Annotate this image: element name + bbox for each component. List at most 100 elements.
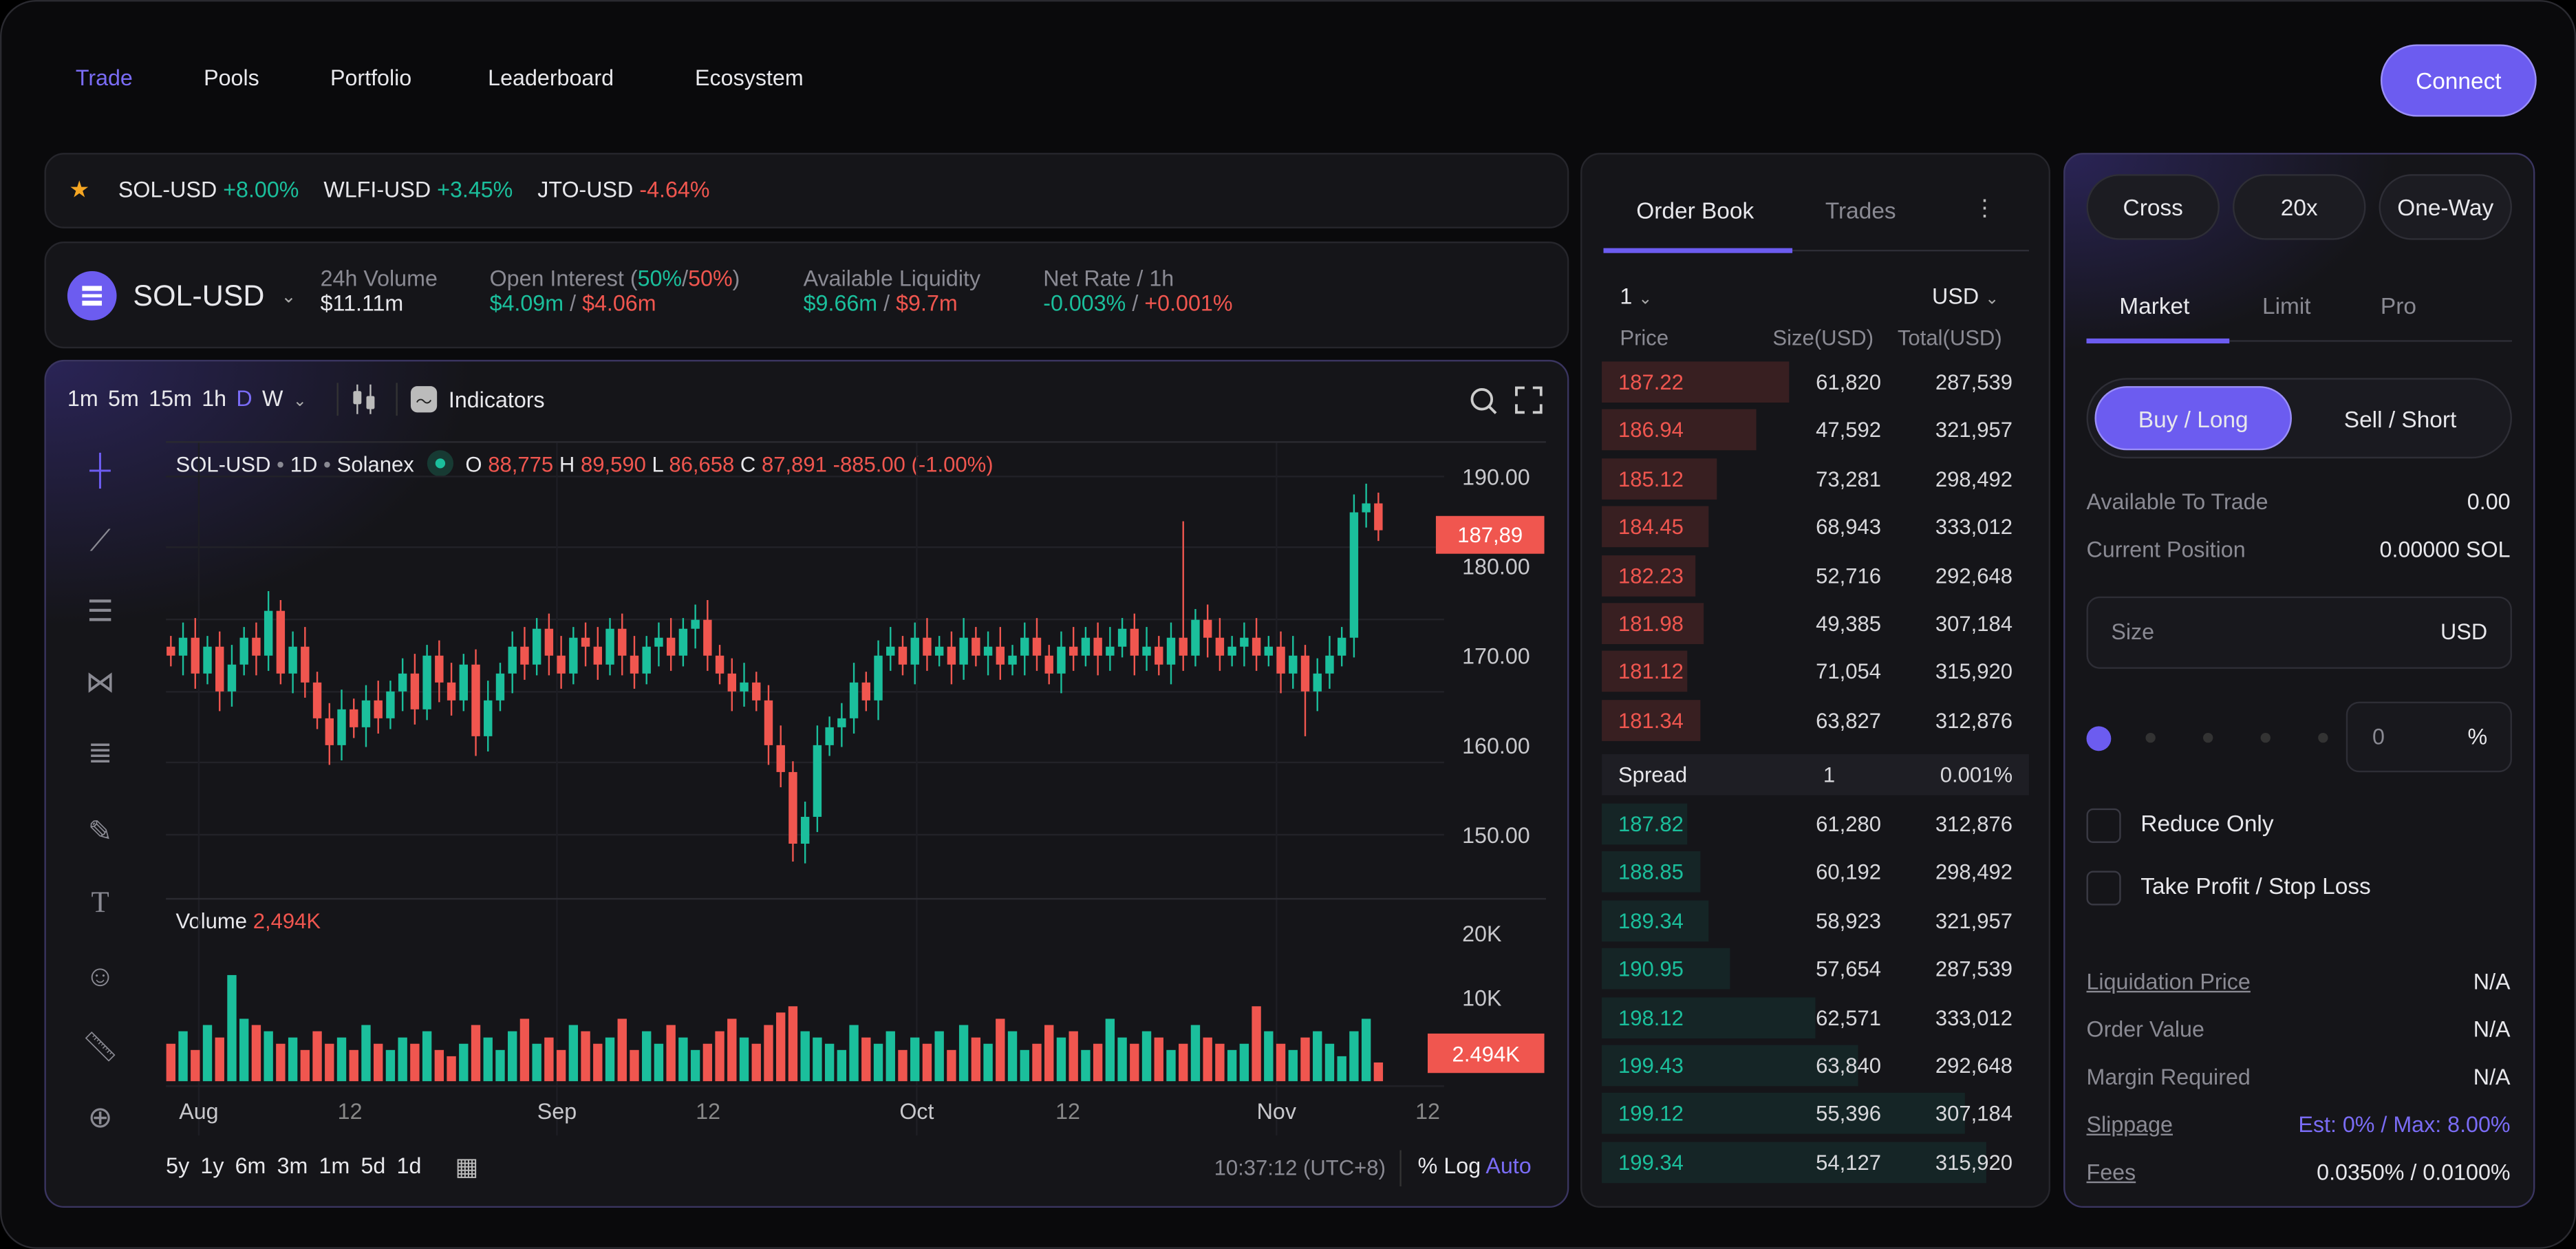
ask-row[interactable]: 181.34 63,827 312,876 xyxy=(1602,699,2029,741)
market-selector[interactable]: SOL-USD ⌄ xyxy=(67,270,296,321)
more-icon[interactable]: ⋮ xyxy=(1973,193,1997,220)
size-input[interactable]: Size USD xyxy=(2086,596,2512,669)
order-price: 181.34 xyxy=(1618,707,1684,733)
bid-row[interactable]: 198.12 62,571 333,012 xyxy=(1602,996,2029,1038)
ask-row[interactable]: 181.98 49,385 307,184 xyxy=(1602,603,2029,645)
ask-row[interactable]: 187.22 61,820 287,539 xyxy=(1602,361,2029,403)
tab-limit[interactable]: Limit xyxy=(2262,292,2311,319)
connect-button[interactable]: Connect xyxy=(2380,44,2537,117)
tf-5m[interactable]: 5m xyxy=(108,386,139,411)
bid-row[interactable]: 189.34 58,923 321,957 xyxy=(1602,900,2029,941)
nav-trade[interactable]: Trade xyxy=(75,65,133,91)
nav-pools[interactable]: Pools xyxy=(204,65,259,91)
leverage-slider[interactable] xyxy=(2086,726,2328,751)
search-icon[interactable] xyxy=(1469,386,1499,416)
range-1y[interactable]: 1y xyxy=(200,1153,224,1179)
order-total: 287,539 xyxy=(1935,957,2013,981)
sell-short-button[interactable]: Sell / Short xyxy=(2343,405,2457,431)
ask-row[interactable]: 181.12 71,054 315,920 xyxy=(1602,651,2029,693)
tf-d[interactable]: D xyxy=(236,386,253,411)
calendar-icon[interactable]: ▦ xyxy=(455,1153,479,1182)
depth-bar xyxy=(1602,699,1700,741)
range-5d[interactable]: 5d xyxy=(361,1153,386,1179)
size-unit[interactable]: USD xyxy=(2440,619,2488,645)
ticker-change: +3.45% xyxy=(437,177,513,202)
pattern-icon[interactable]: ⋈ xyxy=(85,665,116,698)
slider-handle[interactable] xyxy=(2086,726,2112,751)
ask-row[interactable]: 182.23 52,716 292,648 xyxy=(1602,555,2029,596)
emoji-icon[interactable]: ☺ xyxy=(85,959,116,993)
available-value: 0.00 xyxy=(2467,489,2511,515)
tab-market[interactable]: Market xyxy=(2119,292,2190,319)
ruler-icon[interactable]: 📏︎ xyxy=(81,1030,119,1063)
ask-row[interactable]: 185.12 73,281 298,492 xyxy=(1602,458,2029,500)
margin-mode-button[interactable]: Cross xyxy=(2086,174,2220,240)
ticker-item[interactable]: SOL-USD +8.00% xyxy=(118,178,299,202)
range-6m[interactable]: 6m xyxy=(235,1153,266,1179)
buy-long-button[interactable]: Buy / Long xyxy=(2094,386,2292,451)
liquidation-price-label[interactable]: Liquidation Price xyxy=(2086,969,2251,994)
ask-row[interactable]: 186.94 47,592 321,957 xyxy=(1602,409,2029,451)
ticker-item[interactable]: JTO-USD -4.64% xyxy=(537,178,709,202)
chevron-down-icon: ⌄ xyxy=(1985,290,1999,309)
currency-select[interactable]: USD ⌄ xyxy=(1932,284,1999,309)
legend-source: Solanex xyxy=(336,451,414,477)
tf-1m[interactable]: 1m xyxy=(67,386,98,411)
bid-row[interactable]: 199.12 55,396 307,184 xyxy=(1602,1093,2029,1135)
bid-row[interactable]: 199.43 63,840 292,648 xyxy=(1602,1045,2029,1087)
percent-input[interactable]: 0 % xyxy=(2346,701,2512,773)
text-icon[interactable]: T xyxy=(91,886,109,919)
depth-bar xyxy=(1602,996,1816,1038)
divider xyxy=(2086,340,2512,342)
divider xyxy=(336,383,339,416)
nav-portfolio[interactable]: Portfolio xyxy=(330,65,412,91)
log-scale-toggle[interactable]: Log xyxy=(1443,1153,1481,1179)
nav-ecosystem[interactable]: Ecosystem xyxy=(695,65,804,91)
leverage-button[interactable]: 20x xyxy=(2233,174,2366,240)
percent-scale-toggle[interactable]: % xyxy=(1417,1153,1438,1179)
fees-label[interactable]: Fees xyxy=(2086,1160,2136,1185)
bid-row[interactable]: 188.85 60,192 298,492 xyxy=(1602,851,2029,893)
brush-icon[interactable]: ✎ xyxy=(87,815,113,848)
horizontal-lines-icon[interactable]: ☰ xyxy=(87,595,114,628)
stat-open-interest: Open Interest (50%/50%) $4.09m / $4.06m xyxy=(490,266,740,316)
order-total: 298,492 xyxy=(1935,466,2013,491)
slippage-value[interactable]: Est: 0% / Max: 8.00% xyxy=(2298,1112,2511,1138)
tab-pro[interactable]: Pro xyxy=(2380,292,2416,319)
tf-w[interactable]: W xyxy=(262,386,283,411)
divider xyxy=(1399,1150,1402,1186)
nav-leaderboard[interactable]: Leaderboard xyxy=(488,65,614,91)
fullscreen-icon[interactable] xyxy=(1515,386,1543,414)
bid-row[interactable]: 199.34 54,127 315,920 xyxy=(1602,1142,2029,1183)
fees-value: 0.0350% / 0.0100% xyxy=(2317,1160,2511,1185)
range-1d[interactable]: 1d xyxy=(396,1153,422,1179)
bid-row[interactable]: 187.82 61,280 312,876 xyxy=(1602,803,2029,845)
grouping-select[interactable]: 1 ⌄ xyxy=(1620,284,1652,309)
tf-1h[interactable]: 1h xyxy=(202,386,227,411)
zoom-in-icon[interactable]: ⊕ xyxy=(87,1100,113,1134)
auto-scale-toggle[interactable]: Auto xyxy=(1485,1153,1532,1179)
ask-row[interactable]: 184.45 68,943 333,012 xyxy=(1602,506,2029,548)
tab-trades[interactable]: Trades xyxy=(1825,197,1896,224)
tpsl-checkbox[interactable] xyxy=(2086,871,2121,906)
trendline-icon[interactable]: ⟋ xyxy=(89,524,111,557)
reduce-only-checkbox[interactable] xyxy=(2086,808,2121,843)
tab-order-book[interactable]: Order Book xyxy=(1636,197,1754,224)
position-mode-button[interactable]: One-Way xyxy=(2379,174,2512,240)
range-3m[interactable]: 3m xyxy=(277,1153,308,1179)
range-1m[interactable]: 1m xyxy=(319,1153,350,1179)
order-size: 47,592 xyxy=(1816,418,1882,443)
ticker-item[interactable]: WLFI-USD +3.45% xyxy=(323,178,513,202)
star-icon[interactable]: ★ xyxy=(69,175,90,202)
slippage-label[interactable]: Slippage xyxy=(2086,1112,2173,1138)
crosshair-icon[interactable]: ┼ xyxy=(89,453,111,487)
tf-15m[interactable]: 15m xyxy=(149,386,192,411)
candle-type-icon[interactable] xyxy=(352,384,378,414)
bid-row[interactable]: 190.95 57,654 287,539 xyxy=(1602,948,2029,990)
solana-logo-icon xyxy=(67,270,117,321)
range-5y[interactable]: 5y xyxy=(166,1153,190,1179)
fib-icon[interactable]: ≣ xyxy=(87,736,113,769)
chevron-down-icon[interactable]: ⌄ xyxy=(292,392,307,411)
indicators-button[interactable]: 〜 Indicators xyxy=(410,386,545,413)
